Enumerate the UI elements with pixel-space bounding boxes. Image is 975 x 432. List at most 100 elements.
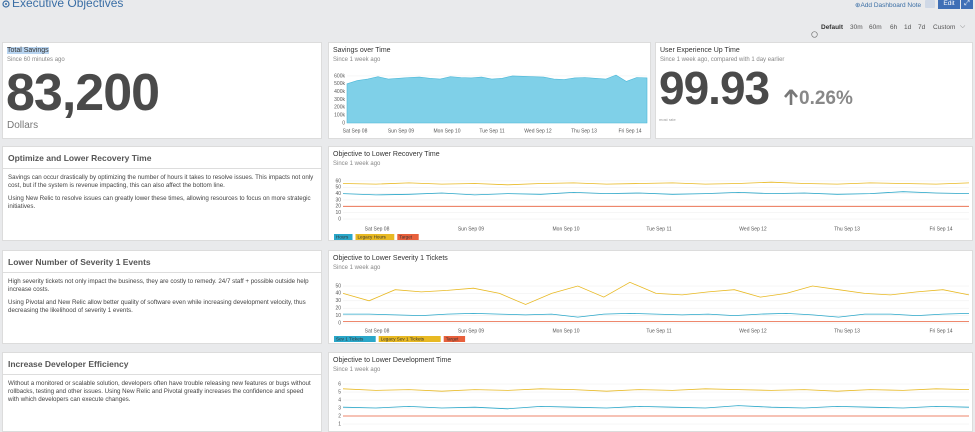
time-option[interactable]: Custom [933,24,956,31]
chart-panel: Objective to Lower Severity 1 Tickets Sin… [328,250,973,344]
x-tick-label: Fri Sep 14 [618,128,641,134]
time-option[interactable]: 30m [850,24,863,31]
legend-label: Hours [336,235,349,240]
y-tick-label: 3 [338,405,341,411]
x-tick-label: Sat Sep 08 [343,128,368,134]
y-tick-label: 60 [335,178,341,184]
billboard-unit: Dollars [7,120,39,131]
legend-swatch [334,336,376,342]
chart-subtitle: Since 1 week ago [333,161,381,167]
text-panel-title: Increase Developer Efficiency [3,353,321,375]
x-tick-label: Thu Sep 13 [834,226,860,232]
add-note[interactable]: ⊕Add Dashboard Note [855,1,921,9]
y-tick-label: 0 [338,320,341,326]
x-tick-label: Fri Sep 14 [929,226,952,232]
y-tick-label: 6 [338,381,341,387]
arrow-wrap [784,89,798,111]
x-tick-label: Wed Sep 12 [524,128,552,134]
y-tick-label: 50 [335,283,341,289]
x-tick-label: Fri Sep 14 [929,328,952,334]
time-option[interactable]: 7d [918,24,926,31]
header: Executive Objectives ⊕Add Dashboard Note… [0,0,975,12]
y-tick-label: 10 [335,210,341,216]
x-tick-label: Tue Sep 11 [646,328,672,334]
x-tick-label: Wed Sep 12 [739,226,767,232]
x-tick-label: Tue Sep 11 [646,226,672,232]
x-tick-label: Mon Sep 10 [434,128,461,134]
y-tick-label: 0 [342,120,345,126]
text-panel: Lower Number of Severity 1 Events High se… [2,250,322,344]
y-tick-label: 4 [338,397,341,403]
time-option[interactable]: Default [821,24,844,31]
chart-subtitle: Since 1 week ago [333,367,381,373]
panel-subtitle: Since 60 minutes ago [7,57,65,63]
y-tick-label: 1 [338,421,341,427]
clock-wrap [811,25,818,43]
chart-subtitle: Since 1 week ago [333,57,381,63]
legend-label: Target [446,337,459,342]
legend-label: Sev 1 Tickets [336,337,364,342]
paragraph: Using New Relic to resolve issues can gr… [8,195,311,210]
up-arrow [784,89,798,105]
dashboard-icon [2,0,10,8]
paragraph: Savings can occur drastically by optimiz… [8,174,314,189]
y-tick-label: 10 [335,313,341,319]
y-tick-label: 200k [334,105,345,111]
edit-button[interactable]: Edit [938,0,960,9]
series-line [342,281,970,305]
chart-title: Objective to Lower Severity 1 Tickets [333,255,448,262]
x-tick-label: Sun Sep 09 [458,226,484,232]
arrow-shape [784,89,798,105]
text-panel: Optimize and Lower Recovery Time Savings … [2,146,322,241]
note-icon[interactable] [925,0,935,8]
y-tick-label: 100k [334,112,345,118]
time-option[interactable]: 1d [904,24,912,31]
x-tick-label: Tue Sep 11 [479,128,505,134]
chevron: ⌵ [960,23,966,30]
legend-label: Legacy Sev 1 Tickets [381,337,425,342]
series-line [342,405,970,410]
series-line [343,312,970,318]
billboard-panel: User Experience Up Time Since 1 week ago,… [655,42,973,139]
panel-title: Total Savings [7,47,49,54]
billboard-value: 83,200 [6,64,160,122]
plus: ⊕ [855,2,861,9]
time-option[interactable]: 60m [869,24,882,31]
add-note-label: Add Dashboard Note [860,2,922,9]
area [346,74,648,124]
y-tick-label: 50 [335,185,341,191]
text-panel: Increase Developer Efficiency Without a m… [2,352,322,432]
chart-title: Objective to Lower Recovery Time [333,151,440,158]
y-tick-label: 400k [334,89,345,95]
billboard-change: 0.26% [799,88,853,109]
legend-swatch [443,336,466,342]
y-tick-label: 300k [334,97,345,103]
x-tick-label: Sat Sep 08 [365,328,390,334]
chart-panel: Objective to Lower Recovery Time Since 1 … [328,146,973,241]
legend-swatch [334,234,353,240]
chart-title: Objective to Lower Development Time [333,357,452,364]
chart-subtitle: Since 1 week ago [333,265,381,271]
panel-subtitle: Since 1 week ago, compared with 1 day ea… [660,57,785,63]
clock-icon [811,31,818,38]
chart-panel: Objective to Lower Development Time Since… [328,352,973,432]
y-tick-label: 40 [335,291,341,297]
text-panel-title: Optimize and Lower Recovery Time [3,147,321,169]
chart-panel: Savings over Time Since 1 week ago 0 100k 20… [328,42,651,139]
x-tick-label: Thu Sep 13 [571,128,597,134]
billboard-note: most rate [659,117,676,122]
x-tick-label: Mon Sep 10 [553,226,580,232]
chart: 1 2 3 4 5 6 [338,381,970,427]
y-tick-label: 2 [338,413,341,419]
dashboard-title: Executive Objectives [12,0,124,10]
y-tick-label: 500k [334,81,345,87]
y-tick-label: 20 [335,306,341,312]
fullscreen-button[interactable]: ⤢ [961,0,973,9]
x-tick-label: Sun Sep 09 [458,328,484,334]
x-tick-label: Thu Sep 13 [834,328,860,334]
legend-swatch [397,234,419,240]
time-option[interactable]: 6h [890,24,898,31]
